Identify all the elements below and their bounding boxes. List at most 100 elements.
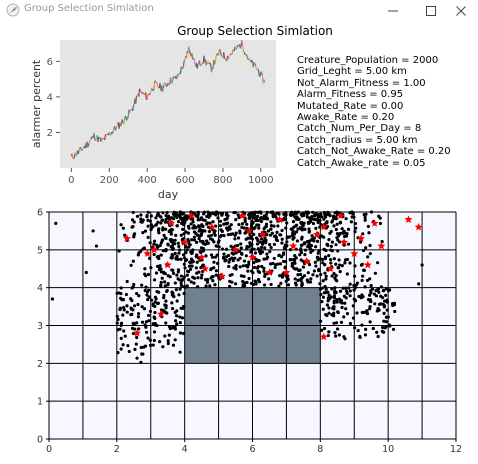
creature-dot <box>253 280 258 284</box>
creature-dot <box>124 292 129 297</box>
parameter-line: Mutated_Rate = 0.00 <box>297 100 404 112</box>
creature-dot <box>132 322 136 326</box>
alarmer-line-segment <box>261 72 263 75</box>
creature-dot <box>197 270 201 274</box>
creature-dot <box>211 220 215 224</box>
alarmer-line-segment <box>78 148 81 152</box>
alarmer-line-segment <box>248 58 251 62</box>
creature-dot <box>274 234 278 238</box>
alarmer-star-marker <box>133 328 142 337</box>
creature-dot <box>160 239 164 243</box>
alarmer-star-marker <box>231 245 240 254</box>
creature-dot <box>192 235 196 239</box>
creature-dot <box>177 244 181 249</box>
parameter-line: Awake_Rate = 0.20 <box>297 112 395 124</box>
creature-dot <box>118 307 122 312</box>
creature-dot <box>311 210 315 214</box>
x-tick-label: 2 <box>114 444 120 455</box>
creature-dot <box>272 224 276 228</box>
creature-dot <box>148 343 153 348</box>
creature-dot <box>326 333 330 338</box>
alarmer-line-segment <box>121 119 124 123</box>
creature-dot <box>119 347 123 351</box>
creature-dot <box>301 265 306 269</box>
window-title-bar: Group Selection Simlation <box>0 0 478 22</box>
creature-dot <box>216 216 220 220</box>
creature-dot <box>337 266 341 270</box>
creature-dot <box>212 266 216 270</box>
creature-dot <box>337 258 341 262</box>
creature-dot <box>192 281 196 285</box>
creature-dot <box>165 289 169 293</box>
creature-dot <box>153 300 157 304</box>
alarmer-line-segment <box>136 94 138 97</box>
creature-dot <box>188 267 193 271</box>
creature-dot <box>139 345 143 350</box>
alarmer-star-marker <box>180 238 189 246</box>
alarmer-line-segment <box>182 65 185 69</box>
creature-dot <box>385 308 389 312</box>
creature-dot <box>355 311 359 315</box>
alarmer-star-marker <box>302 256 311 265</box>
creature-dot <box>159 270 164 274</box>
creature-dot <box>131 331 136 336</box>
creature-dot <box>199 276 204 280</box>
creature-dot <box>139 249 143 253</box>
creature-dot <box>334 273 338 278</box>
creature-dot <box>247 213 251 217</box>
creature-dot <box>177 293 181 297</box>
alarmer-line-segment <box>193 58 196 64</box>
creature-dot <box>247 260 251 264</box>
creature-dot <box>382 311 386 315</box>
creature-dot <box>222 234 226 238</box>
creature-dot <box>170 244 174 248</box>
creature-dot <box>369 210 374 214</box>
creature-dot <box>196 285 200 289</box>
minimize-button[interactable] <box>376 0 410 22</box>
creature-dot <box>194 231 198 236</box>
alarmer-line-segment <box>254 63 257 66</box>
creature-dot <box>334 217 338 221</box>
creature-dot <box>211 255 215 259</box>
creature-dot <box>130 218 135 222</box>
alarmer-line-segment <box>108 132 111 136</box>
maximize-button[interactable] <box>414 0 448 22</box>
alarmer-line-segment <box>260 71 263 74</box>
creature-dot <box>247 262 251 267</box>
creature-dot <box>283 213 288 218</box>
alarmer-line-segment <box>241 40 244 47</box>
creature-dot <box>377 308 381 312</box>
creature-dot <box>335 236 339 240</box>
creature-dot <box>129 263 133 268</box>
creature-dot <box>262 226 266 231</box>
creature-dot <box>137 294 141 298</box>
creature-dot <box>373 302 377 306</box>
creature-dot <box>166 274 170 278</box>
creature-dot <box>241 264 245 268</box>
creature-dot <box>285 240 289 244</box>
creature-dot <box>190 251 194 255</box>
creature-dot <box>147 319 151 323</box>
creature-dot <box>308 247 313 251</box>
creature-dot <box>94 244 99 248</box>
creature-dot <box>260 264 264 269</box>
alarmer-star-marker <box>312 230 321 239</box>
creature-dot <box>265 216 269 220</box>
creature-dot <box>337 333 341 337</box>
creature-dot <box>240 222 245 226</box>
creature-dot <box>252 213 257 217</box>
creature-dot <box>318 319 323 323</box>
creature-dot <box>301 224 305 228</box>
creature-dot <box>338 220 343 224</box>
creature-dot <box>302 274 307 278</box>
creature-dot <box>153 295 158 299</box>
creature-dot <box>335 232 340 236</box>
creature-dot <box>291 220 296 224</box>
creature-dot <box>286 235 290 239</box>
creature-dot <box>245 222 249 226</box>
creature-dot <box>275 262 280 266</box>
close-button[interactable] <box>444 0 478 22</box>
x-axis-label: day <box>158 188 179 201</box>
alarmer-line-segment <box>152 88 155 91</box>
creature-dot <box>135 335 139 340</box>
